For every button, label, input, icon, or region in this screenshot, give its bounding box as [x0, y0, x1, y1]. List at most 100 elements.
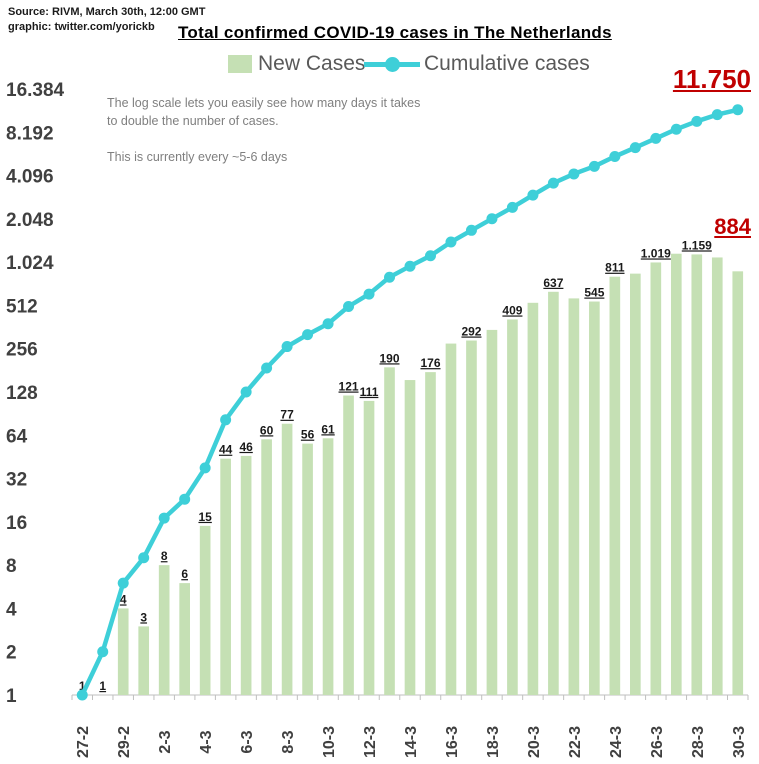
- point-cumulative-cases: [179, 493, 191, 505]
- bar-new-cases: [343, 395, 354, 695]
- point-cumulative-cases: [568, 168, 580, 180]
- point-cumulative-cases: [486, 213, 498, 225]
- point-cumulative-cases: [384, 271, 396, 283]
- y-tick-label: 16: [6, 513, 27, 534]
- bar-data-label: 56: [301, 428, 315, 442]
- point-cumulative-cases: [343, 301, 355, 313]
- bar-new-cases: [691, 254, 703, 695]
- point-cumulative-cases: [117, 577, 129, 589]
- point-cumulative-cases: [76, 689, 88, 701]
- y-tick-label: 4.096: [6, 167, 54, 188]
- bar-data-label: 61: [321, 422, 335, 436]
- x-tick-label: 14-3: [403, 726, 420, 758]
- bar-data-label: 637: [543, 276, 563, 290]
- bar-new-cases: [281, 423, 293, 695]
- bar-data-label: 176: [420, 356, 440, 370]
- x-tick-label: 18-3: [485, 726, 502, 758]
- point-cumulative-cases: [465, 224, 477, 236]
- bar-new-cases: [486, 329, 498, 695]
- x-tick-label: 6-3: [239, 730, 256, 753]
- bar-new-cases: [404, 380, 416, 695]
- bar-data-label: 545: [584, 286, 604, 300]
- legend-bar-swatch: [228, 55, 252, 73]
- x-tick-label: 26-3: [649, 726, 666, 758]
- x-tick-label: 27-2: [75, 726, 92, 758]
- bar-data-label: 44: [219, 443, 233, 457]
- y-tick-label: 16.384: [6, 80, 65, 101]
- y-tick-label: 32: [6, 470, 27, 491]
- point-cumulative-cases: [281, 341, 293, 353]
- bar-new-cases: [548, 291, 559, 695]
- bar-new-cases: [158, 565, 170, 695]
- bar-new-cases: [138, 626, 150, 695]
- y-tick-label: 4: [6, 599, 17, 620]
- bar-new-cases: [179, 583, 190, 695]
- point-cumulative-cases: [506, 201, 518, 213]
- bar-data-label: 60: [260, 423, 274, 437]
- y-tick-label: 1.024: [6, 253, 54, 274]
- bar-data-label: 3: [140, 610, 147, 624]
- y-tick-label: 8: [6, 556, 17, 577]
- legend-item-cumulative: Cumulative cases: [364, 52, 590, 76]
- bar-data-label: 292: [461, 324, 481, 338]
- bar-new-cases: [322, 438, 334, 695]
- legend-label-cumulative: Cumulative cases: [424, 52, 590, 75]
- bar-data-label: 1: [79, 679, 86, 693]
- bar-new-cases: [117, 608, 129, 695]
- total-cases-highlight: 11.750: [672, 64, 751, 94]
- point-cumulative-cases: [261, 362, 273, 374]
- x-tick-label: 24-3: [608, 726, 625, 758]
- bar-data-label: 409: [502, 303, 522, 317]
- point-cumulative-cases: [158, 512, 170, 524]
- bar-new-cases: [589, 301, 600, 695]
- bar-data-label: 15: [198, 510, 212, 524]
- bar-new-cases: [466, 340, 477, 695]
- bar-new-cases: [507, 319, 518, 695]
- x-tick-label: 22-3: [567, 726, 584, 758]
- source-line: Source: RIVM, March 30th, 12:00 GMT: [8, 6, 206, 18]
- bar-new-cases: [302, 443, 313, 695]
- legend-line-swatch: [364, 55, 420, 73]
- y-tick-label: 64: [6, 426, 28, 447]
- point-cumulative-cases: [547, 177, 559, 189]
- bar-new-cases: [670, 253, 682, 696]
- y-tick-label: 128: [6, 383, 38, 404]
- point-cumulative-cases: [650, 132, 662, 144]
- bar-data-label: 6: [181, 567, 188, 581]
- y-tick-label: 512: [6, 296, 38, 317]
- x-tick-label: 4-3: [198, 730, 215, 753]
- bar-new-cases: [261, 439, 272, 695]
- x-tick-label: 20-3: [526, 726, 543, 758]
- bar-data-label: 1.159: [682, 238, 712, 252]
- note-line-3: This is currently every ~5-6 days: [107, 150, 288, 164]
- x-tick-label: 10-3: [321, 726, 338, 758]
- point-cumulative-cases: [691, 115, 703, 127]
- point-cumulative-cases: [199, 462, 211, 474]
- bar-data-label: 811: [605, 261, 625, 275]
- point-cumulative-cases: [363, 288, 375, 300]
- note-line-2: to double the number of cases.: [107, 114, 279, 128]
- bar-new-cases: [609, 276, 621, 695]
- x-tick-label: 16-3: [444, 726, 461, 758]
- point-cumulative-cases: [445, 236, 457, 248]
- point-cumulative-cases: [629, 142, 641, 154]
- bar-data-label: 8: [161, 549, 168, 563]
- x-tick-label: 8-3: [280, 730, 297, 753]
- bar-data-label: 190: [379, 351, 399, 365]
- bar-new-cases: [711, 257, 723, 695]
- point-cumulative-cases: [138, 552, 150, 564]
- x-tick-label: 12-3: [362, 726, 379, 758]
- bar-new-cases: [425, 372, 436, 695]
- bar-new-cases: [568, 298, 580, 695]
- x-tick-label: 2-3: [157, 730, 174, 753]
- source-note: Source: RIVM, March 30th, 12:00 GMT grap…: [8, 5, 205, 35]
- point-cumulative-cases: [240, 386, 252, 398]
- point-cumulative-cases: [527, 189, 539, 201]
- point-cumulative-cases: [588, 160, 600, 172]
- point-cumulative-cases: [732, 104, 744, 116]
- bar-new-cases: [363, 400, 375, 695]
- x-tick-label: 30-3: [731, 726, 748, 758]
- bar-new-cases: [732, 271, 744, 695]
- new-cases-highlight: 884: [714, 214, 751, 239]
- point-cumulative-cases: [97, 646, 109, 658]
